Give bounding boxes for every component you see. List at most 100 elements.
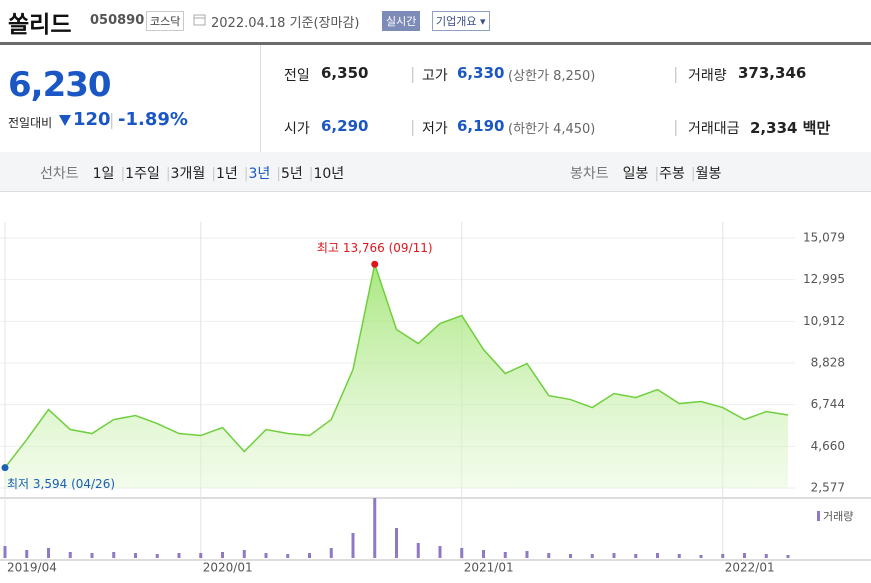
volume-bar	[3, 546, 7, 558]
stat-value: 6,350	[321, 64, 369, 82]
volume-bar	[68, 552, 72, 558]
change: 120	[73, 109, 111, 130]
volume-bar	[764, 554, 768, 558]
x-tick-label: 2020/01	[203, 561, 253, 575]
volume-bar	[155, 554, 159, 558]
price-box: 6,230 전일대비 120 | -1.89%	[0, 45, 261, 152]
stat-value: 2,334 백만	[750, 119, 831, 137]
divider: |	[109, 110, 115, 129]
tab[interactable]: 5년	[280, 166, 303, 182]
stat-note: (상한가 8,250)	[508, 69, 596, 84]
tab-divider: |	[165, 166, 171, 182]
company-button[interactable]: 기업개요 ▾	[432, 11, 490, 31]
stat-value: 6,330	[457, 64, 505, 82]
volume-bar	[699, 555, 703, 558]
volume-bar	[199, 553, 203, 558]
volume-bar	[677, 554, 681, 558]
area	[5, 264, 788, 488]
y-tick-label: 2,577	[811, 481, 845, 495]
legend-label: 거래량	[823, 510, 853, 523]
volume-bar	[395, 528, 398, 558]
stat-label: 시가	[284, 121, 310, 137]
extreme-label: 최저 3,594 (04/26)	[7, 477, 115, 491]
realtime-button[interactable]: 실시간	[382, 11, 421, 31]
volume-bar	[547, 553, 551, 558]
volume-bar	[264, 553, 268, 558]
x-tick-label: 2022/01	[725, 561, 775, 575]
volume-bar	[503, 552, 507, 558]
tab[interactable]: 주봉	[659, 166, 685, 182]
line-tabs: 선차트 1일 |1주일 |3개월 |1년 |3년 |5년 |10년	[40, 163, 344, 183]
tab[interactable]: 3개월	[170, 166, 206, 182]
tab[interactable]: 1일	[92, 166, 115, 182]
volume-bar	[743, 553, 746, 558]
volume-bar	[569, 554, 572, 558]
volume-bar	[221, 552, 224, 558]
extreme-label: 최고 13,766 (09/11)	[317, 241, 433, 255]
divider: |	[673, 117, 679, 136]
volume-bar	[416, 543, 420, 558]
tab[interactable]: 일봉	[622, 166, 649, 182]
chart-tabs: 선차트 1일 |1주일 |3개월 |1년 |3년 |5년 |10년 봉차트 일봉 |주봉 |월봉	[0, 152, 871, 192]
quote-panel: 6,230 전일대비 120 | -1.89% 전일 6,350 | 고가 6,…	[0, 45, 871, 153]
y-tick-label: 8,828	[811, 356, 845, 370]
stat-label: 고가	[422, 68, 448, 84]
candle-tabs: 봉차트 일봉 |주봉 |월봉	[570, 163, 721, 183]
volume-bar	[286, 554, 290, 558]
tab-divider: |	[690, 166, 696, 182]
tab[interactable]: 1년	[215, 166, 238, 182]
extreme-marker	[1, 464, 9, 472]
volume-bar	[438, 546, 442, 558]
tab-divider: |	[120, 166, 126, 182]
volume-bar	[25, 550, 29, 558]
extreme-marker	[371, 260, 379, 268]
tab-divider: |	[308, 166, 314, 182]
down-arrow	[59, 115, 71, 126]
price-line	[4, 261, 789, 469]
tab[interactable]: 1주일	[125, 166, 160, 182]
volume-bar	[786, 555, 790, 558]
volume-bar	[460, 548, 464, 558]
stock-name: 쏠리드	[8, 12, 72, 38]
calendar-icon	[193, 14, 206, 26]
y-tick-label: 12,995	[803, 272, 845, 286]
volume-bar	[47, 548, 50, 558]
stat-value: 6,290	[321, 117, 369, 135]
legend-swatch	[817, 511, 820, 521]
market-badge: 코스닥	[146, 11, 185, 31]
volume-bar	[656, 553, 659, 558]
tab-group-label: 선차트	[40, 166, 79, 182]
volume-bar	[242, 550, 246, 558]
volume-bar	[612, 553, 616, 558]
stat-label: 거래량	[688, 68, 727, 84]
divider: |	[673, 64, 679, 83]
change-rate: -1.89%	[118, 109, 188, 130]
volume-bar	[721, 554, 725, 558]
stat-label: 거래대금	[688, 121, 740, 137]
volume-bar	[329, 548, 333, 558]
volume-bar	[351, 533, 355, 558]
tab[interactable]: 월봉	[695, 166, 722, 182]
tab-divider: |	[276, 166, 281, 182]
tab[interactable]: 3년	[248, 166, 271, 182]
divider: |	[410, 64, 416, 83]
volume-bar	[525, 551, 529, 558]
y-tick-label: 15,079	[803, 231, 845, 245]
stat-value: 6,190	[457, 117, 505, 135]
volume-bar	[634, 554, 638, 558]
tab[interactable]: 10년	[313, 166, 345, 182]
date: 2022.04.18 기준(장마감)	[211, 16, 360, 31]
volume-bar	[308, 553, 311, 558]
header: 쏠리드 050890 코스닥 2022.04.18 기준(장마감) 실시간 기업…	[0, 0, 871, 45]
x-tick-label: 2019/04	[7, 561, 57, 575]
stat-label: 전일	[284, 68, 310, 84]
price: 6,230	[8, 65, 112, 105]
y-tick-label: 10,912	[803, 314, 845, 328]
x-tick-label: 2021/01	[464, 561, 514, 575]
volume-bar	[112, 552, 116, 558]
change-label: 전일대비	[8, 116, 53, 130]
stat-note: (하한가 4,450)	[508, 122, 596, 137]
volume-bar	[177, 553, 181, 558]
tab-group-label: 봉차트	[570, 166, 609, 182]
